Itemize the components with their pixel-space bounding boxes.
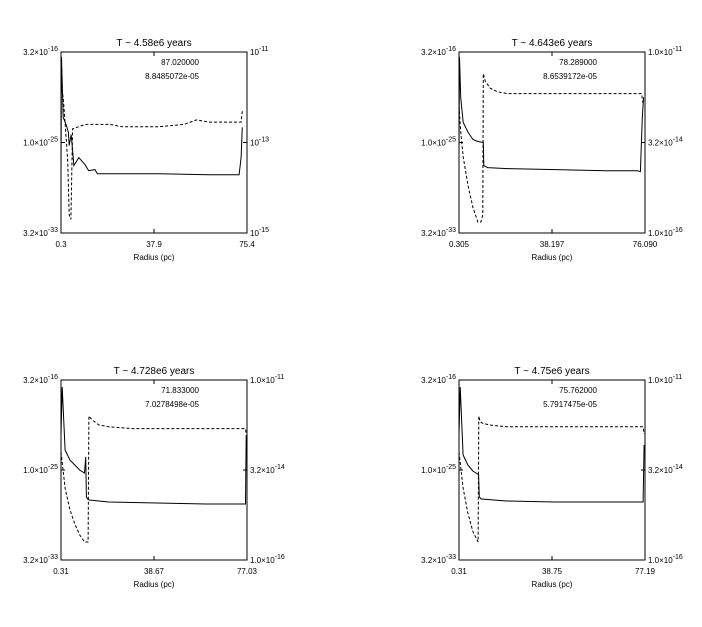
chart-panel: T ~ 4.643e6 years 0.305 38.197 76.090 Radius… — [421, 38, 683, 262]
y-right-tick-label: 1.0×10-11 — [250, 374, 284, 385]
dashed-series-line — [458, 73, 644, 223]
y-right-tick-label: 1.0×10-11 — [648, 46, 682, 57]
dashed-series-line — [60, 79, 243, 220]
y-right-tick-label: 10-11 — [250, 46, 269, 57]
x-tick-label: 77.19 — [635, 567, 656, 576]
annotation-text: 8.6539172e-05 — [543, 72, 597, 81]
annotation-text: 7.0278498e-05 — [145, 400, 199, 409]
y-left-tick-label: 1.0×10-25 — [23, 464, 58, 475]
y-left-tick-label: 3.2×10-33 — [23, 227, 58, 238]
x-tick-label: 0.31 — [451, 567, 467, 576]
annotation-text: 5.7917475e-05 — [543, 400, 597, 409]
x-tick-label: 76.090 — [633, 240, 658, 249]
y-right-tick-label: 1.0×10-16 — [250, 554, 285, 565]
solid-series-line — [458, 386, 645, 503]
x-tick-label: 0.31 — [53, 567, 69, 576]
y-left-tick-label: 3.2×10-16 — [421, 46, 456, 57]
y-right-tick-label: 1.0×10-16 — [648, 554, 683, 565]
annotation-text: 87.020000 — [161, 58, 199, 67]
x-tick-label: 75.4 — [239, 240, 255, 249]
x-tick-label: 0.3 — [55, 240, 67, 249]
x-axis-label: Radius (pc) — [134, 253, 175, 262]
chart-title: T ~ 4.728e6 years — [114, 366, 195, 377]
chart-title: T ~ 4.643e6 years — [512, 38, 593, 49]
x-tick-label: 38.75 — [542, 567, 563, 576]
y-right-tick-label: 3.2×10-14 — [250, 464, 285, 475]
chart-panel: T ~ 4.728e6 years 0.31 38.67 77.03 Radius (p… — [23, 366, 285, 589]
annotation-text: 8.8485072e-05 — [145, 72, 199, 81]
x-tick-label: 38.67 — [144, 567, 165, 576]
dashed-series-line — [458, 415, 645, 543]
y-left-tick-label: 1.0×10-25 — [421, 137, 456, 148]
x-axis-label: Radius (pc) — [134, 580, 175, 589]
x-tick-label: 38.197 — [540, 240, 565, 249]
solid-series-line — [60, 386, 247, 505]
dashed-series-line — [60, 414, 247, 543]
y-right-tick-label: 10-13 — [250, 137, 269, 148]
y-left-tick-label: 3.2×10-16 — [421, 374, 456, 385]
annotation-text: 71.833000 — [161, 386, 199, 395]
y-left-tick-label: 3.2×10-33 — [23, 554, 58, 565]
y-left-tick-label: 1.0×10-25 — [23, 137, 58, 148]
y-right-tick-label: 1.0×10-11 — [648, 374, 682, 385]
x-tick-label: 77.03 — [237, 567, 258, 576]
y-right-tick-label: 3.2×10-14 — [648, 464, 683, 475]
y-right-tick-label: 1.0×10-16 — [648, 227, 683, 238]
chart-panel: T ~ 4.58e6 years 0.3 37.9 75.4 Radius (pc) 3.… — [23, 38, 269, 262]
chart-title: T ~ 4.75e6 years — [514, 366, 589, 377]
y-right-tick-label: 10-15 — [250, 227, 269, 238]
chart-panel: T ~ 4.75e6 years 0.31 38.75 77.19 Radius (pc… — [421, 366, 683, 589]
x-axis-label: Radius (pc) — [532, 253, 573, 262]
x-tick-label: 37.9 — [146, 240, 162, 249]
solid-series-line — [458, 56, 645, 173]
y-right-tick-label: 3.2×10-14 — [648, 137, 683, 148]
y-left-tick-label: 3.2×10-16 — [23, 46, 58, 57]
solid-series-line — [60, 56, 243, 176]
y-left-tick-label: 3.2×10-33 — [421, 554, 456, 565]
x-axis-label: Radius (pc) — [532, 580, 573, 589]
annotation-text: 78.289000 — [559, 58, 597, 67]
y-left-tick-label: 3.2×10-16 — [23, 374, 58, 385]
y-left-tick-label: 3.2×10-33 — [421, 227, 456, 238]
y-left-tick-label: 1.0×10-25 — [421, 464, 456, 475]
annotation-text: 75.762000 — [559, 386, 597, 395]
x-tick-label: 0.305 — [449, 240, 470, 249]
chart-title: T ~ 4.58e6 years — [116, 38, 191, 49]
